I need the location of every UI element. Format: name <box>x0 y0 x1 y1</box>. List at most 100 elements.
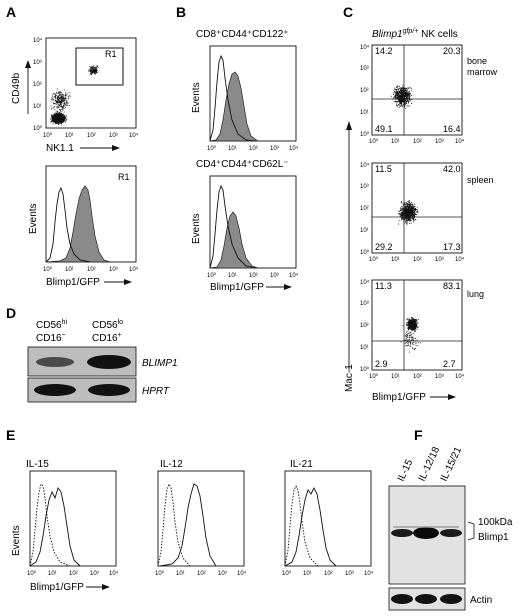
panel-c-2-q-ul: 11.5 <box>375 164 392 174</box>
svg-text:10¹: 10¹ <box>65 133 74 139</box>
panel-c-2-q-ur: 42.0 <box>443 164 461 174</box>
panel-c-1-q-ll: 49.1 <box>375 124 393 134</box>
svg-text:10¹: 10¹ <box>391 374 400 380</box>
svg-text:10³: 10³ <box>270 273 279 279</box>
panel-b-title-1: CD8⁺CD44⁺CD122⁺ <box>196 29 289 40</box>
panel-label-a: A <box>6 4 16 20</box>
panel-a-hist-xticks: 10⁰ 10¹ 10² 10³ 10⁴ <box>43 266 139 273</box>
panel-a-xlabel: NK1.1 <box>46 143 74 154</box>
panel-b-title-2: CD4⁺CD44⁺CD62L⁻ <box>196 159 289 170</box>
svg-text:10³: 10³ <box>90 571 99 577</box>
panel-c-xarrow-head <box>448 394 456 400</box>
panel-b-xticks-1: 10⁰ 10¹ 10² 10³ 10⁴ <box>207 145 299 152</box>
panel-c-dots-1 <box>390 84 413 109</box>
panel-c-2-xticks: 10⁰ 10¹ 10² 10³ 10⁴ <box>369 256 465 263</box>
panel-d-label-blimp1: BLIMP1 <box>142 358 178 369</box>
panel-e-1-solid <box>29 487 81 567</box>
svg-text:10¹: 10¹ <box>391 257 400 263</box>
panel-d-col1-line2: CD16− <box>36 332 66 344</box>
panel-e-xticks: 10⁰ 10¹ 10² 10³ 10⁴ 10⁰ 10¹ 10² 10³ 10⁴ … <box>27 570 374 577</box>
panel-c-title: Blimp1gfp/+ NK cells <box>372 28 458 40</box>
svg-text:10⁰: 10⁰ <box>33 125 43 132</box>
panel-c-2-q-ll: 29.2 <box>375 242 393 252</box>
panel-d-band-blimp1-lane2 <box>87 355 131 369</box>
panel-a-yarrow-head <box>25 60 31 68</box>
svg-text:10¹: 10¹ <box>228 146 237 152</box>
svg-text:10¹: 10¹ <box>303 571 312 577</box>
panel-b-ylabel-1: Events <box>191 82 202 113</box>
svg-text:10³: 10³ <box>270 146 279 152</box>
svg-text:10²: 10² <box>360 88 369 94</box>
panel-f-lane-3: IL-15/21 <box>439 445 465 483</box>
panel-a-histogram: R1 Events Blimp1/GFP 10⁰ 10¹ 10² 10³ 10⁴ <box>28 165 139 288</box>
svg-text:10⁴: 10⁴ <box>129 132 139 139</box>
svg-text:10⁰: 10⁰ <box>360 249 370 256</box>
svg-text:10⁰: 10⁰ <box>282 570 292 577</box>
svg-text:10⁴: 10⁴ <box>289 272 299 279</box>
panel-f-band-lane3 <box>440 529 462 537</box>
svg-text:10⁴: 10⁴ <box>129 266 139 273</box>
panel-a-xticks: 10⁰ 10¹ 10² 10³ 10⁴ <box>43 132 139 139</box>
panel-b-hist2-open <box>209 184 257 269</box>
panel-f-label-actin: Actin <box>470 595 492 606</box>
panel-f-actin-lane2 <box>415 594 437 604</box>
panel-b-xlabel: Blimp1/GFP <box>210 282 264 293</box>
panel-c-1-tissue-line2: marrow <box>467 67 498 77</box>
svg-text:10⁴: 10⁴ <box>455 138 465 145</box>
panel-d-col2-line1: CD56lo <box>92 319 123 331</box>
svg-text:10¹: 10¹ <box>228 273 237 279</box>
panel-c: Blimp1gfp/+ NK cells 14.2 20.3 49.1 16.4… <box>344 28 498 403</box>
svg-text:10²: 10² <box>87 267 96 273</box>
panel-c-3-tissue: lung <box>467 289 484 299</box>
panel-b-hist2-filled <box>209 211 259 269</box>
panel-d-band-blimp1-lane1 <box>36 357 74 367</box>
panel-d-col2-line2: CD16+ <box>92 332 122 344</box>
panel-f-actin-lane1 <box>391 594 413 604</box>
panel-e-condition-2: IL-12 <box>160 459 183 470</box>
panel-a-xarrow-head <box>112 145 120 151</box>
svg-text:10⁰: 10⁰ <box>43 266 53 273</box>
panel-f-band-lane2 <box>413 527 439 539</box>
panel-c-3-q-ll: 2.9 <box>375 359 388 369</box>
panel-c-3-yticks: 10⁰ 10¹ 10² 10³ 10⁴ <box>360 279 370 373</box>
svg-text:10⁰: 10⁰ <box>369 256 379 263</box>
panel-a-yticks: 10⁰ 10¹ 10² 10³ 10⁴ <box>33 37 43 132</box>
panel-f-lane-1: IL-15 <box>396 458 416 484</box>
panel-c-dots-3 <box>400 317 422 353</box>
panel-c-dots-2 <box>398 200 419 225</box>
svg-text:10⁰: 10⁰ <box>207 272 217 279</box>
panel-a-dots <box>50 65 99 126</box>
panel-a-hist-xarrow-head <box>124 279 132 285</box>
panel-e-xarrow-head <box>102 584 110 590</box>
panel-d-col1-line1: CD56hi <box>36 319 67 331</box>
panel-e-2-solid <box>159 483 217 567</box>
svg-text:10⁴: 10⁴ <box>364 570 374 577</box>
svg-text:10⁴: 10⁴ <box>289 145 299 152</box>
svg-text:10³: 10³ <box>360 184 369 190</box>
panel-c-yarrow-head <box>346 121 352 130</box>
panel-c-2-q-lr: 17.3 <box>443 242 461 252</box>
panel-f-actin-lane3 <box>440 594 462 604</box>
panel-c-3-xticks: 10⁰ 10¹ 10² 10³ 10⁴ <box>369 373 465 380</box>
panel-d-band-hprt-lane1 <box>34 384 76 396</box>
panel-f-band-lane1 <box>391 529 413 537</box>
svg-text:10¹: 10¹ <box>65 267 74 273</box>
panel-c-1-q-ul: 14.2 <box>375 46 393 56</box>
panel-e-ylabel: Events <box>11 525 22 556</box>
panel-c-3-q-lr: 2.7 <box>443 359 456 369</box>
panel-label-b: B <box>176 4 186 20</box>
svg-text:10⁴: 10⁴ <box>33 37 43 44</box>
svg-text:10⁰: 10⁰ <box>43 132 53 139</box>
panel-label-d: D <box>6 305 16 321</box>
svg-text:10⁴: 10⁴ <box>455 256 465 263</box>
svg-text:10¹: 10¹ <box>48 571 57 577</box>
svg-text:10³: 10³ <box>109 133 118 139</box>
panel-a-hist-filled <box>45 185 111 263</box>
svg-text:10¹: 10¹ <box>391 139 400 145</box>
panel-f-marker-100kda: 100kDa <box>478 517 513 528</box>
svg-text:10¹: 10¹ <box>360 345 369 351</box>
panel-f-bracket <box>467 521 475 541</box>
panel-e-1-dotted <box>29 483 71 567</box>
svg-text:10²: 10² <box>249 273 258 279</box>
